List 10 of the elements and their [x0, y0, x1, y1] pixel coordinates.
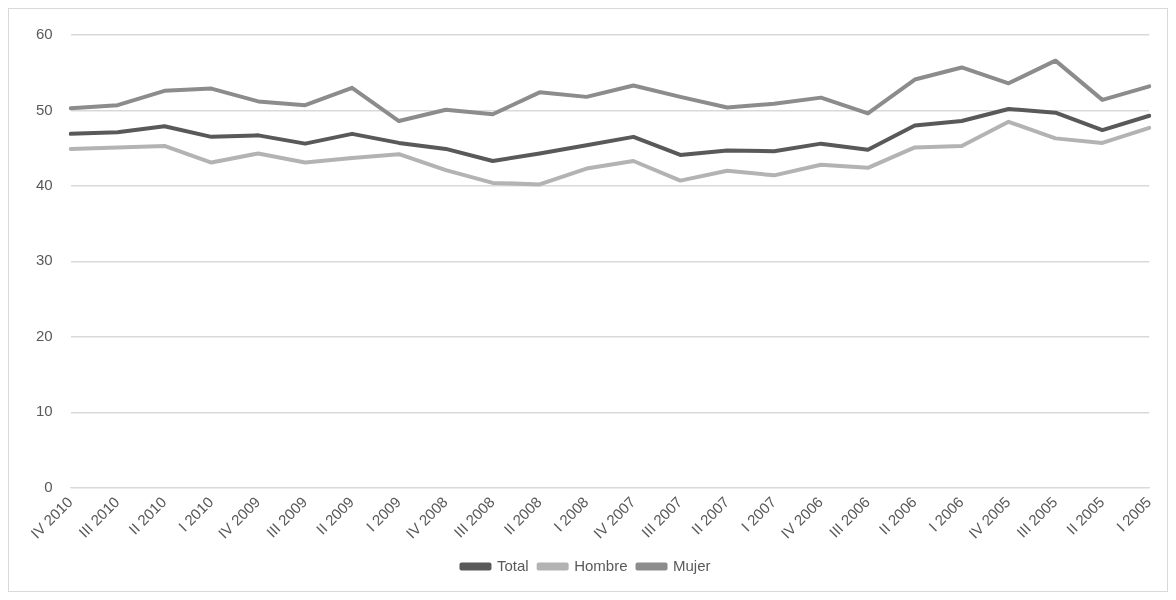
y-tick-label: 60	[36, 25, 53, 43]
y-tick-label: 50	[36, 100, 53, 118]
y-tick-label: 0	[44, 477, 53, 495]
y-tick-label: 10	[36, 402, 53, 420]
y-tick-label: 30	[36, 251, 53, 269]
legend-label: Hombre	[574, 556, 628, 574]
y-tick-label: 40	[36, 176, 53, 194]
legend-label: Mujer	[673, 556, 711, 574]
y-tick-label: 20	[36, 326, 53, 344]
legend-label: Total	[496, 556, 529, 574]
